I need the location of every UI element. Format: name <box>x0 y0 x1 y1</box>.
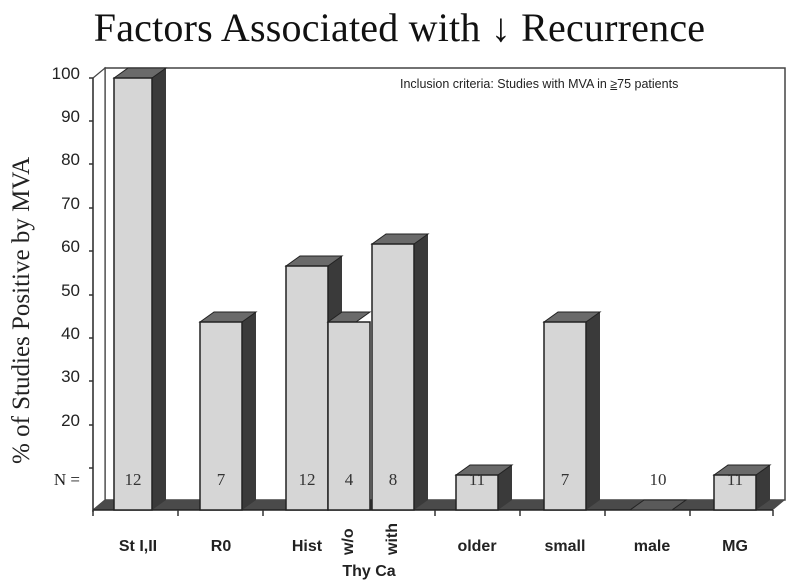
n-value-with: 8 <box>388 470 398 489</box>
x-label-thy-ca: Thy Ca <box>342 563 396 580</box>
y-tick-50: 50 <box>61 281 80 300</box>
bar-without-thy-ca <box>326 311 372 511</box>
x-label-st: St I,II <box>118 538 158 555</box>
x-label-small: small <box>544 538 586 555</box>
y-tick-30: 30 <box>61 367 80 386</box>
n-value-mg: 11 <box>726 470 744 489</box>
n-value-hist: 12 <box>298 470 316 489</box>
x-label-hist: Hist <box>291 538 323 555</box>
bar-older <box>454 464 514 511</box>
x-label-wo: w/o <box>340 528 357 555</box>
n-label: N = <box>53 470 80 489</box>
y-tick-70: 70 <box>61 194 80 213</box>
bar-r0 <box>198 311 258 511</box>
x-label-mg: MG <box>722 538 748 555</box>
n-value-older: 11 <box>468 470 486 489</box>
x-label-male: male <box>633 538 671 555</box>
y-tick-40: 40 <box>61 324 80 343</box>
bar-mg <box>712 464 772 511</box>
x-label-older: older <box>457 538 497 555</box>
x-label-r0: R0 <box>210 538 232 555</box>
n-value-r0: 7 <box>216 470 226 489</box>
n-value-male: 10 <box>649 470 667 489</box>
plot-floor <box>93 500 785 510</box>
n-value-st: 12 <box>124 470 142 489</box>
bar-small <box>542 311 602 511</box>
n-value-small: 7 <box>560 470 570 489</box>
y-tick-90: 90 <box>61 107 80 126</box>
y-tick-100: 100 <box>51 64 80 83</box>
y-tick-60: 60 <box>61 237 80 256</box>
bar-male <box>628 499 688 511</box>
plot-left-wall <box>92 66 106 512</box>
inclusion-criteria-note: Inclusion criteria: Studies with MVA in … <box>400 77 679 91</box>
chart-title: Factors Associated with ↓ Recurrence <box>93 5 706 50</box>
bar-st-i-ii <box>112 67 168 511</box>
bar-with-thy-ca <box>370 233 430 511</box>
x-label-with: with <box>384 523 401 555</box>
y-tick-80: 80 <box>61 150 80 169</box>
y-tick-20: 20 <box>61 411 80 430</box>
n-value-wo: 4 <box>344 470 354 489</box>
